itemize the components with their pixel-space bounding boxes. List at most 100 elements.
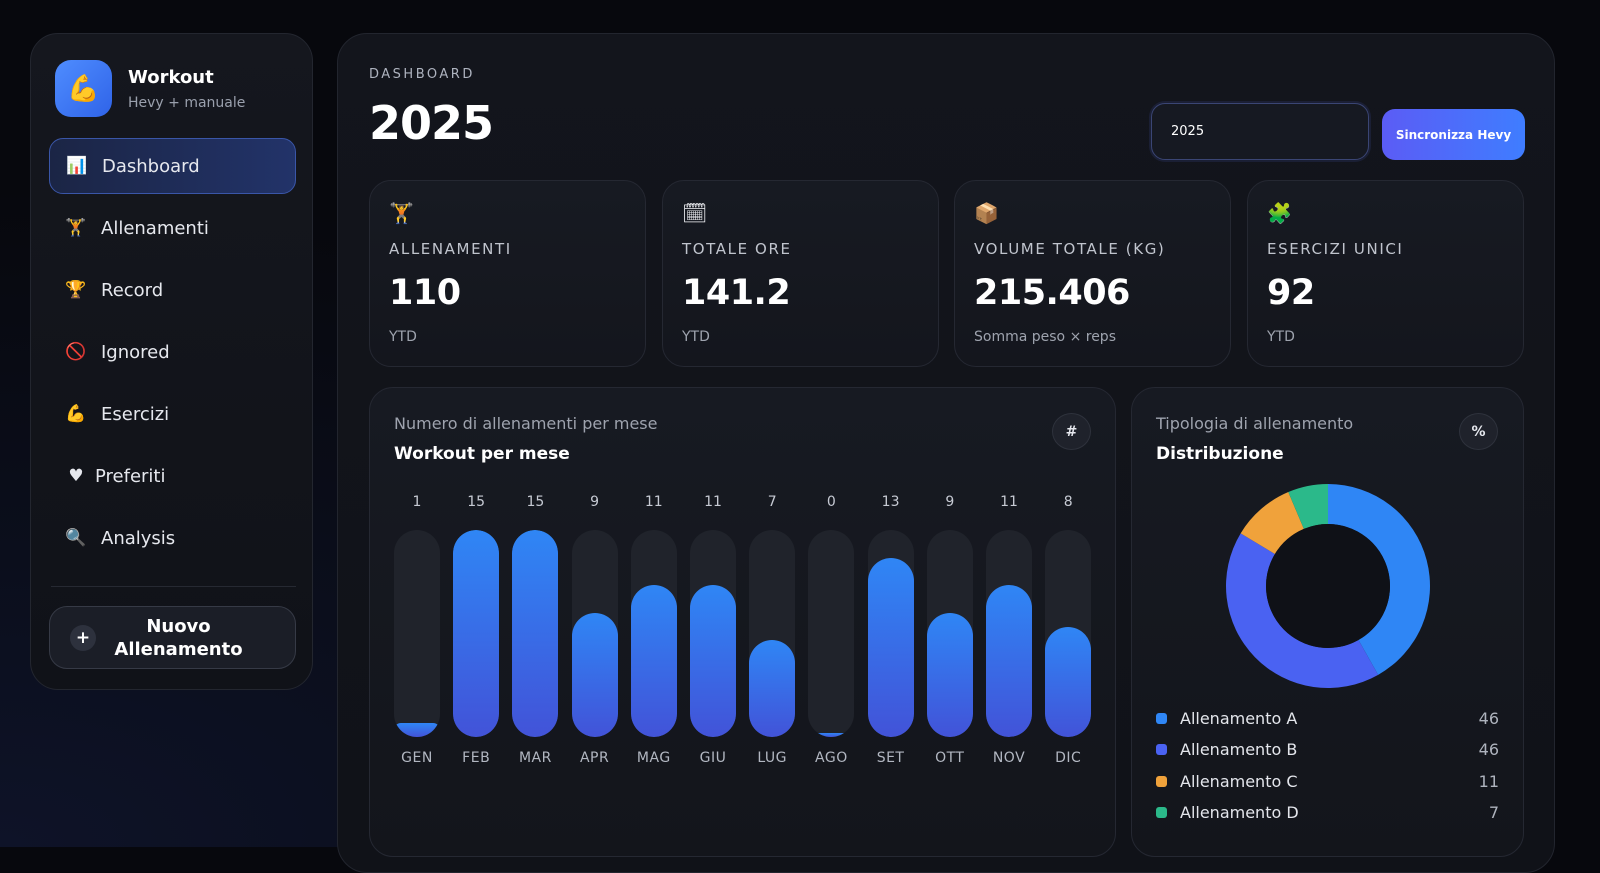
workout-type-panel: Tipologia di allenamento Distribuzione %… [1131, 387, 1524, 857]
bar-category-label: NOV [992, 750, 1026, 766]
weightlifter-icon: 🏋 [389, 201, 414, 225]
legend-item[interactable]: Allenamento B 46 [1156, 739, 1499, 761]
legend-value: 11 [1478, 771, 1499, 791]
bar [749, 640, 796, 737]
legend-item[interactable]: Allenamento D 7 [1156, 802, 1499, 824]
year-input[interactable] [1151, 103, 1369, 160]
sidebar-item-analysis[interactable]: 🔍 Analysis [49, 510, 296, 566]
flexed-biceps-icon: 💪 [55, 60, 112, 117]
brand: 💪 Workout Hevy + manuale [55, 60, 245, 117]
panel-subtitle: Numero di allenamenti per mese [394, 414, 658, 433]
bar-category-label: LUG [757, 750, 788, 766]
bar-column[interactable]: 11 NOV [986, 494, 1032, 784]
donut-slice[interactable] [1226, 533, 1379, 688]
bar [453, 530, 500, 737]
bar-track [630, 530, 677, 737]
bar [867, 557, 914, 737]
bar-track [571, 530, 618, 737]
stat-sub: YTD [389, 329, 417, 345]
bar-category-label: FEB [462, 750, 491, 766]
sidebar-item-record[interactable]: 🏆 Record [49, 262, 296, 318]
bar-column[interactable]: 1 GEN [394, 494, 440, 784]
bar-column[interactable]: 15 MAR [512, 494, 559, 784]
bar-category-label: SET [876, 750, 905, 766]
panel-subtitle: Tipologia di allenamento [1156, 414, 1354, 433]
sync-hevy-button[interactable]: Sincronizza Hevy [1382, 109, 1525, 160]
legend-swatch [1156, 744, 1167, 755]
bar-column[interactable]: 9 OTT [926, 494, 973, 784]
count-badge-icon[interactable]: # [1052, 413, 1091, 450]
magnifier-icon: 🔍 [65, 528, 87, 548]
stat-value: 110 [389, 273, 461, 313]
bar-category-label: APR [579, 750, 610, 766]
stat-value: 92 [1267, 273, 1315, 313]
bar-column[interactable]: 9 APR [571, 494, 618, 784]
donut-slice[interactable] [1288, 484, 1328, 529]
bar-column[interactable]: 13 SET [867, 494, 914, 784]
sidebar-item-label: Ignored [101, 341, 170, 363]
bar-column[interactable]: 0 AGO [808, 494, 855, 784]
heart-icon: ♥ [68, 466, 84, 486]
sidebar-item-esercizi[interactable]: 💪 Esercizi [49, 386, 296, 442]
legend-value: 46 [1478, 708, 1499, 728]
bar-value-label: 11 [704, 494, 722, 510]
sidebar-item-label: Record [101, 279, 164, 301]
bar-column[interactable]: 8 DIC [1045, 494, 1092, 784]
legend-item[interactable]: Allenamento A 46 [1156, 707, 1499, 729]
legend-value: 46 [1478, 740, 1499, 759]
plus-icon: + [70, 624, 96, 651]
bar-category-label: GEN [401, 750, 433, 766]
bar-category-label: DIC [1055, 750, 1082, 766]
sidebar-item-label: Preferiti [95, 465, 166, 487]
sidebar-item-ignored[interactable]: 🚫 Ignored [49, 324, 296, 380]
sidebar-item-preferiti[interactable]: ♥ Preferiti [49, 448, 296, 504]
stat-sub: YTD [682, 329, 710, 345]
panel-title: Distribuzione [1156, 444, 1284, 464]
stat-label: VOLUME TOTALE (KG) [974, 240, 1166, 258]
brand-subtitle: Hevy + manuale [128, 94, 246, 111]
donut-hole [1266, 524, 1390, 648]
monthly-bar-chart: 1 GEN 15 FEB 15 MAR 9 APR 11 MAG 11 GIU 7 LUG 0 AGO 13 SE… [370, 494, 1117, 784]
bar-value-label: 15 [526, 494, 545, 510]
bar-track [394, 530, 440, 737]
legend-item[interactable]: Allenamento C 11 [1156, 770, 1499, 792]
bar-chart-icon: 📊 [66, 156, 88, 176]
bar-category-label: MAG [636, 750, 671, 766]
sidebar-divider [51, 586, 296, 587]
percent-badge-icon[interactable]: % [1459, 413, 1498, 450]
bar [690, 585, 736, 737]
bar [394, 723, 440, 737]
sidebar-item-allenamenti[interactable]: 🏋 Allenamenti [49, 200, 296, 256]
bar-column[interactable]: 15 FEB [453, 494, 500, 784]
stat-card-esercizi-unici: 🧩 ESERCIZI UNICI 92 YTD [1247, 180, 1524, 367]
bar-category-label: GIU [699, 750, 727, 766]
stat-label: ALLENAMENTI [389, 240, 512, 258]
stat-card-totale-ore: 🗓 TOTALE ORE 141.2 YTD [662, 180, 939, 367]
new-workout-button[interactable]: + Nuovo Allenamento [49, 606, 296, 669]
bar-column[interactable]: 11 GIU [690, 494, 736, 784]
sidebar-nav: 📊 Dashboard 🏋 Allenamenti 🏆 Record 🚫 Ign… [49, 138, 296, 572]
bar-column[interactable]: 11 MAG [630, 494, 677, 784]
bar-value-label: 9 [945, 494, 955, 510]
package-icon: 📦 [974, 201, 999, 225]
sidebar-item-dashboard[interactable]: 📊 Dashboard [49, 138, 296, 194]
bar [1045, 626, 1092, 737]
bar-column[interactable]: 7 LUG [749, 494, 796, 784]
trophy-icon: 🏆 [65, 280, 87, 300]
legend-value: 7 [1488, 803, 1499, 822]
sidebar-item-label: Allenamenti [101, 217, 209, 239]
donut-slice[interactable] [1240, 492, 1304, 554]
bar-track [512, 530, 559, 737]
legend-swatch [1156, 775, 1167, 787]
bar-track [808, 530, 855, 737]
stat-value: 141.2 [682, 273, 791, 313]
legend-swatch [1156, 807, 1167, 818]
bar-track [749, 530, 796, 737]
type-donut-chart [1226, 484, 1430, 688]
donut-slice[interactable] [1328, 484, 1430, 675]
new-workout-label-line1: Nuovo [146, 615, 211, 637]
stat-label: ESERCIZI UNICI [1267, 240, 1404, 258]
legend-label: Allenamento C [1180, 771, 1298, 791]
puzzle-piece-icon: 🧩 [1267, 201, 1292, 225]
legend-label: Allenamento A [1180, 708, 1298, 728]
